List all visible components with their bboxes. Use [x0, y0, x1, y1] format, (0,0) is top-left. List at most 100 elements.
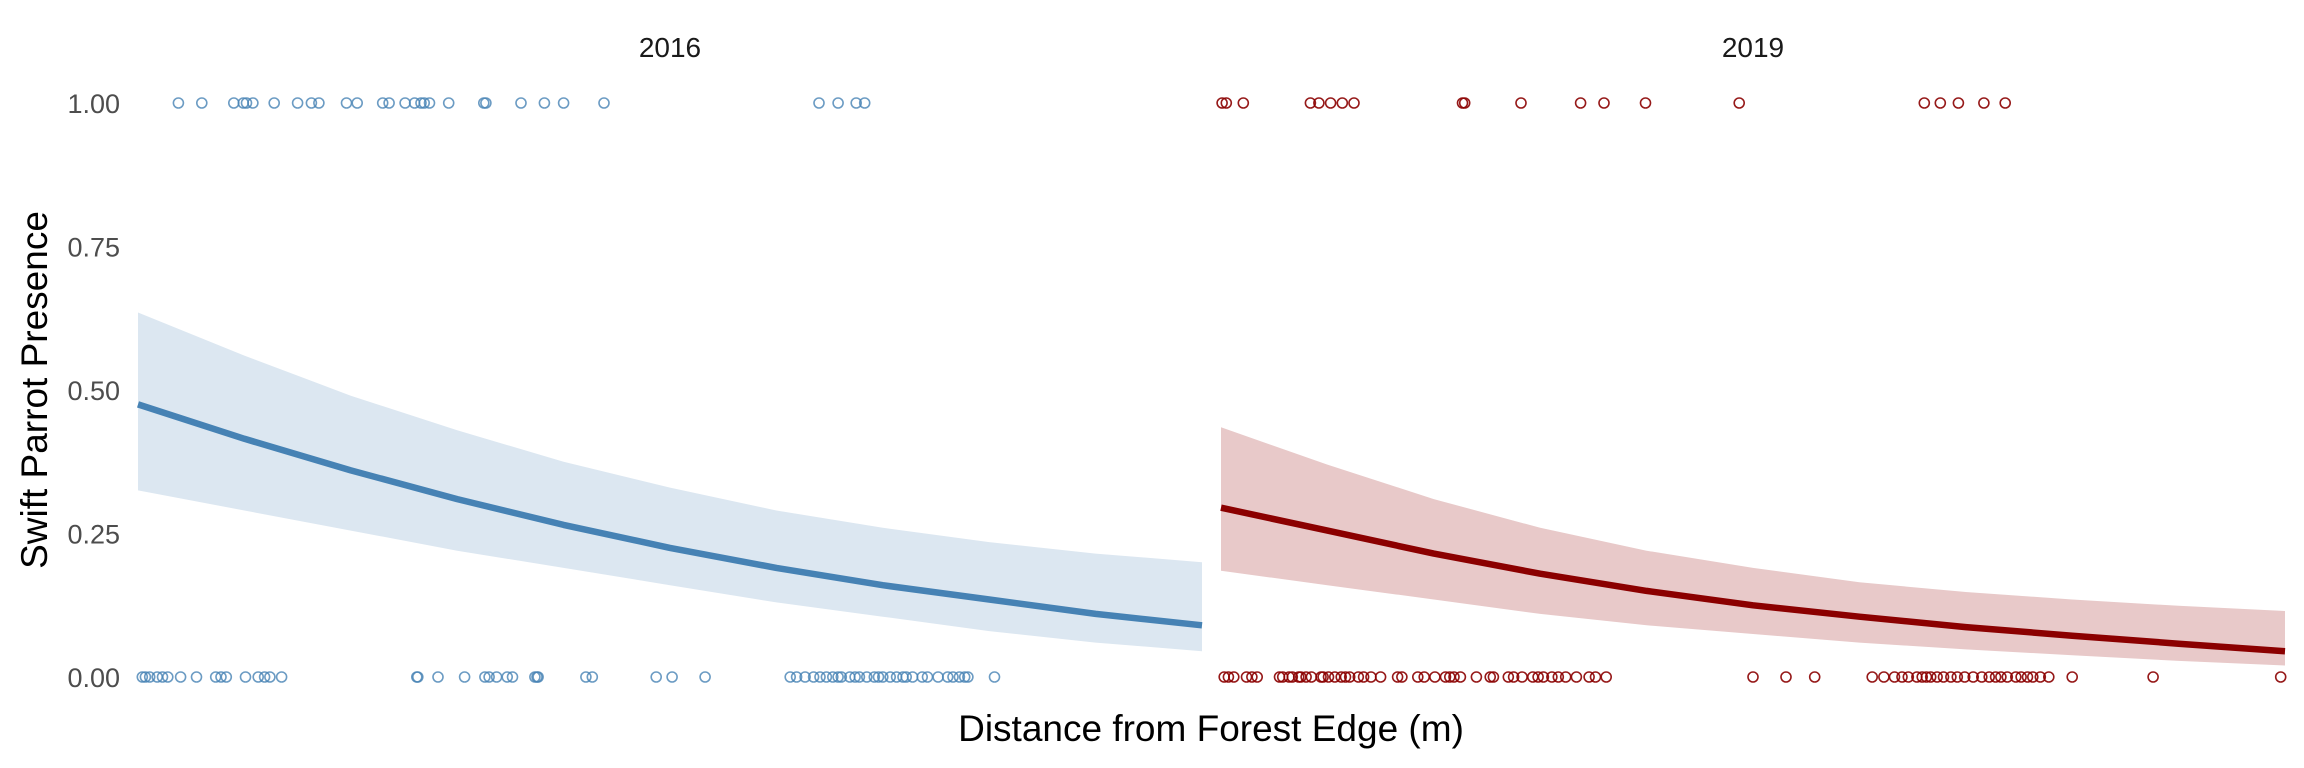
data-point-absent	[1365, 671, 1377, 683]
y-tick-label: 0.25	[67, 520, 120, 550]
y-tick-label: 0.50	[67, 376, 120, 406]
data-point-absent	[941, 671, 954, 683]
data-point-absent	[1916, 671, 1928, 683]
data-point-absent	[411, 671, 424, 683]
data-point-present	[313, 97, 325, 109]
data-point-absent	[190, 671, 203, 683]
data-point-absent	[2066, 671, 2078, 683]
data-point-absent	[814, 671, 826, 683]
data-point-absent	[1989, 671, 2002, 683]
data-point-absent	[2274, 671, 2287, 683]
data-point-present	[383, 97, 395, 109]
data-point-absent	[2147, 671, 2159, 683]
y-axis-title: Swift Parrot Presence	[14, 211, 55, 569]
data-point-absent	[1251, 671, 1263, 683]
data-point-absent	[1532, 671, 1544, 683]
data-point-absent	[1222, 671, 1235, 683]
data-point-absent	[1322, 671, 1335, 683]
data-point-absent	[1976, 671, 1988, 683]
fitted-line	[1220, 504, 2286, 655]
data-point-absent	[275, 671, 288, 683]
data-point-absent	[784, 671, 797, 683]
data-point-absent	[2015, 671, 2027, 683]
y-axis: 0.00 0.25 0.50 0.75 1.00	[67, 89, 120, 693]
data-point-absent	[1583, 671, 1595, 683]
data-point-absent	[799, 671, 811, 683]
y-tick-label: 0.00	[67, 663, 120, 693]
data-point-absent	[162, 671, 174, 683]
data-point-absent	[1589, 671, 1602, 683]
data-point-absent	[988, 671, 1001, 683]
x-axis-title: Distance from Forest Edge (m)	[958, 708, 1464, 749]
confidence-band	[1221, 427, 2285, 666]
data-point-absent	[2034, 671, 2047, 683]
data-point-absent	[586, 671, 599, 683]
data-point-absent	[1357, 671, 1370, 683]
data-point-absent	[820, 671, 833, 683]
data-point-absent	[1448, 671, 1460, 683]
data-point-absent	[807, 671, 820, 683]
data-point-absent	[1995, 671, 2007, 683]
data-point-absent	[1246, 671, 1258, 683]
data-point-absent	[1945, 671, 1957, 683]
data-point-absent	[1747, 671, 1759, 683]
data-point-absent	[1983, 671, 1995, 683]
data-point-absent	[872, 671, 885, 683]
data-point-absent	[884, 671, 897, 683]
data-point-present	[538, 97, 551, 109]
data-point-present	[1348, 97, 1360, 109]
data-point-absent	[900, 671, 913, 683]
data-point-absent	[258, 671, 271, 683]
y-tick-label: 0.75	[67, 233, 120, 263]
data-point-absent	[1470, 671, 1483, 683]
data-point-absent	[876, 671, 889, 683]
data-point-absent	[1502, 671, 1515, 683]
data-point-absent	[1570, 671, 1583, 683]
data-point-absent	[479, 671, 491, 683]
data-point-absent	[962, 671, 974, 683]
y-tick-label: 1.00	[67, 89, 120, 119]
data-point-absent	[1396, 671, 1408, 683]
data-point-absent	[947, 671, 959, 683]
data-point-present	[1304, 97, 1317, 109]
data-point-absent	[1343, 671, 1356, 683]
data-point-absent	[1808, 671, 1821, 683]
data-point-absent	[1429, 671, 1441, 683]
data-point-absent	[1559, 671, 1572, 683]
data-point-absent	[1866, 671, 1878, 683]
data-point-absent	[1902, 671, 1915, 683]
data-point-absent	[1931, 671, 1943, 683]
data-point-present	[1515, 97, 1527, 109]
data-point-absent	[1951, 671, 1964, 683]
panel-title-2016: 2016	[639, 32, 701, 63]
data-point-present	[442, 97, 455, 109]
data-point-absent	[916, 671, 929, 683]
data-point-absent	[699, 671, 711, 683]
data-point-absent	[1958, 671, 1971, 683]
data-point-absent	[432, 671, 444, 683]
data-point-absent	[1484, 671, 1496, 683]
data-point-present	[240, 97, 253, 109]
data-point-absent	[835, 671, 848, 683]
data-point-absent	[1339, 671, 1352, 683]
data-point-present	[418, 97, 431, 109]
data-point-present	[247, 97, 259, 109]
data-point-present	[228, 97, 240, 109]
data-point-absent	[501, 671, 514, 683]
data-point-absent	[1487, 671, 1500, 683]
data-point-absent	[958, 671, 971, 683]
data-point-absent	[860, 671, 873, 683]
data-point-present	[1216, 97, 1228, 109]
data-point-absent	[215, 671, 227, 683]
data-point-absent	[2021, 671, 2034, 683]
data-point-present	[1458, 97, 1471, 109]
data-point-present	[340, 97, 353, 109]
data-point-absent	[143, 671, 156, 683]
data-point-present	[1733, 97, 1745, 109]
confidence-band	[138, 312, 1202, 652]
data-point-present	[1324, 97, 1337, 109]
data-point-absent	[1888, 671, 1901, 683]
data-point-absent	[2043, 671, 2055, 683]
data-point-absent	[239, 671, 252, 683]
data-point-absent	[1286, 671, 1299, 683]
